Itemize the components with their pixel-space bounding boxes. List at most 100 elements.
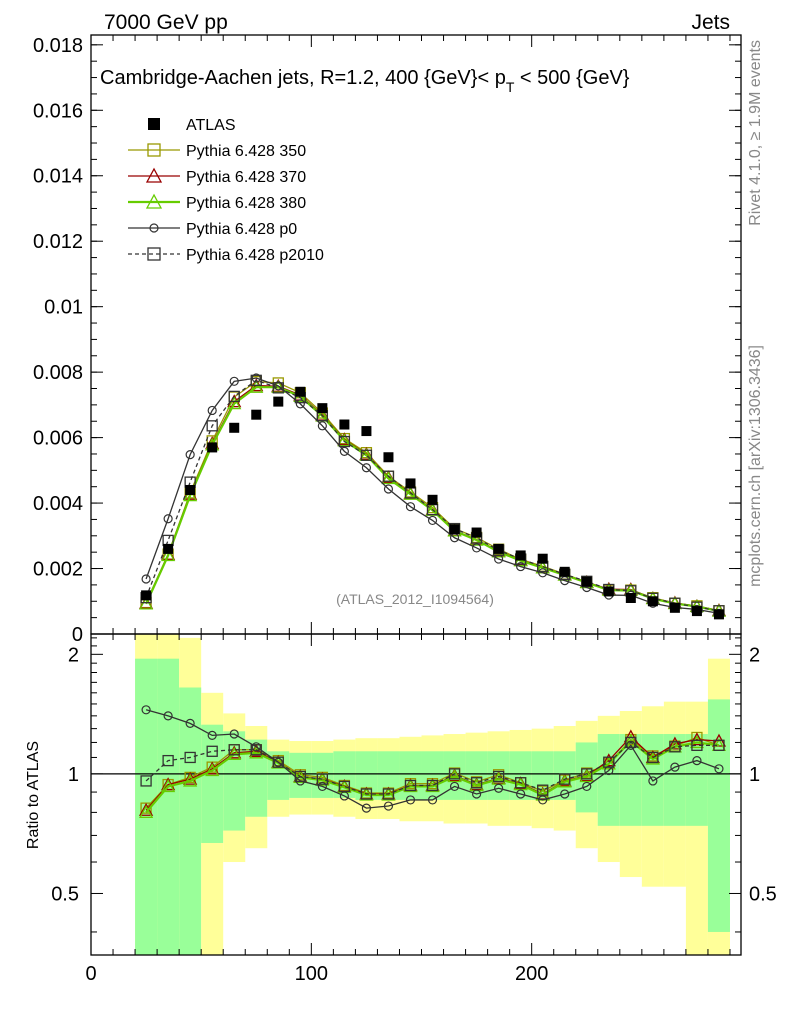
ratio-inner-band [531,751,554,800]
ratio-point-3 [207,730,217,740]
ratio-point-3 [273,757,283,767]
ratio-point-3 [229,729,239,739]
ratio-point-4 [184,751,196,764]
series-point-2 [249,379,264,393]
ratio-line-2 [145,739,720,814]
ratio-tick-label: 1 [68,764,79,786]
ratio-point-4 [272,756,284,768]
ratio-point-4 [228,744,240,756]
ratio-point-4 [713,739,725,751]
legend-label-4: Pythia 6.428 p2010 [186,247,324,264]
series-point-3 [251,373,261,383]
ratio-point-4 [382,788,395,800]
chart-title-subscript: T [506,79,515,95]
data-point [471,527,482,538]
legend-marker-2 [145,193,163,209]
data-point [493,543,504,554]
ratio-point-4 [537,784,549,796]
series-point-4 [272,382,284,394]
analysis-watermark: (ATLAS_2012_I1094564) [336,591,494,607]
ratio-point-4 [515,777,527,789]
ratio-point-3 [251,742,261,752]
ratio-point-3 [604,765,614,776]
series-point-3 [516,561,526,572]
ratio-point-4 [360,788,373,800]
data-point [185,484,196,495]
ratio-point-4 [250,744,262,756]
ratio-point-3 [185,718,195,729]
ratio-point-4 [206,745,218,757]
series-point-3 [229,376,239,386]
legend-marker-atlas [148,118,160,130]
series-point-3 [405,502,416,512]
data-point [713,609,724,620]
ratio-point-4 [162,754,174,767]
ratio-point-3 [427,795,438,805]
data-point [207,442,218,453]
data-point [427,494,438,505]
data-point [273,396,284,407]
ratio-point-4 [492,770,505,783]
series-point-3 [427,515,438,526]
ratio-point-4 [316,773,329,785]
series-point-3 [163,514,173,524]
y-tick-label: 0.012 [33,231,83,253]
ratio-point-4 [647,751,659,764]
ratio-inner-band [201,724,224,843]
legend-marker-4 [147,247,161,261]
series-line-4 [145,379,720,612]
ratio-point-2 [183,773,198,787]
header-energy-label: 7000 GeV pp [104,11,228,34]
ratio-point-2 [689,735,705,749]
series-point-4 [360,449,373,461]
x-tick-label: 200 [515,963,548,985]
ratio-tick-label-right: 2 [749,644,760,666]
ratio-point-3 [516,789,526,799]
ratio-point-2 [381,787,396,801]
ratio-point-4 [559,773,571,785]
y-tick-label: 0.018 [33,35,83,57]
legend-entry-4: Pythia 6.428 p2010 [128,247,324,264]
ratio-tick-label: 2 [68,644,79,666]
ratio-inner-band [157,658,180,955]
series-point-3 [471,543,482,553]
ratio-point-2 [579,769,594,783]
ratio-point-2 [161,779,176,793]
legend-label-2: Pythia 6.428 380 [186,195,306,212]
chart-title-main: Cambridge-Aachen jets, R=1.2, 400 {GeV}<… [100,67,506,89]
data-point [163,543,174,554]
ratio-inner-band [619,734,642,826]
series-line-3 [145,377,720,615]
ratio-axis-label: Ratio to ATLAS [25,741,42,849]
ratio-point-3 [361,803,372,813]
ratio-point-2 [293,770,308,784]
series-point-3 [383,484,394,494]
ratio-point-3 [560,789,570,799]
data-point [559,566,570,577]
series-point-3 [538,568,548,578]
legend-marker-0 [147,143,161,157]
chart-title: Cambridge-Aachen jets, R=1.2, 400 {GeV}<… [100,67,630,95]
legend-marker-3 [149,223,159,233]
data-point [361,426,372,437]
ratio-point-3 [494,783,504,793]
y-tick-label: 0.01 [44,297,83,319]
y-tick-label: 0.008 [33,362,83,384]
ratio-point-3 [648,776,658,786]
series-point-4 [382,470,395,482]
series-point-2 [227,396,242,410]
ratio-point-4 [448,768,461,780]
y-tick-label: 0 [72,624,83,646]
series-point-3 [295,399,305,409]
y-tick-label: 0.014 [33,166,83,188]
legend-entry-3: Pythia 6.428 p0 [128,221,297,238]
chart-title-tail: < 500 {GeV} [514,67,629,89]
ratio-point-3 [471,789,482,799]
ratio-tick-label: 0.5 [51,883,79,905]
legend-entry-1: Pythia 6.428 370 [128,167,306,186]
ratio-point-2 [447,769,462,783]
y-tick-label: 0.004 [33,493,83,515]
ratio-point-1 [161,777,176,791]
series-point-2 [161,548,176,562]
ratio-point-4 [338,780,351,793]
